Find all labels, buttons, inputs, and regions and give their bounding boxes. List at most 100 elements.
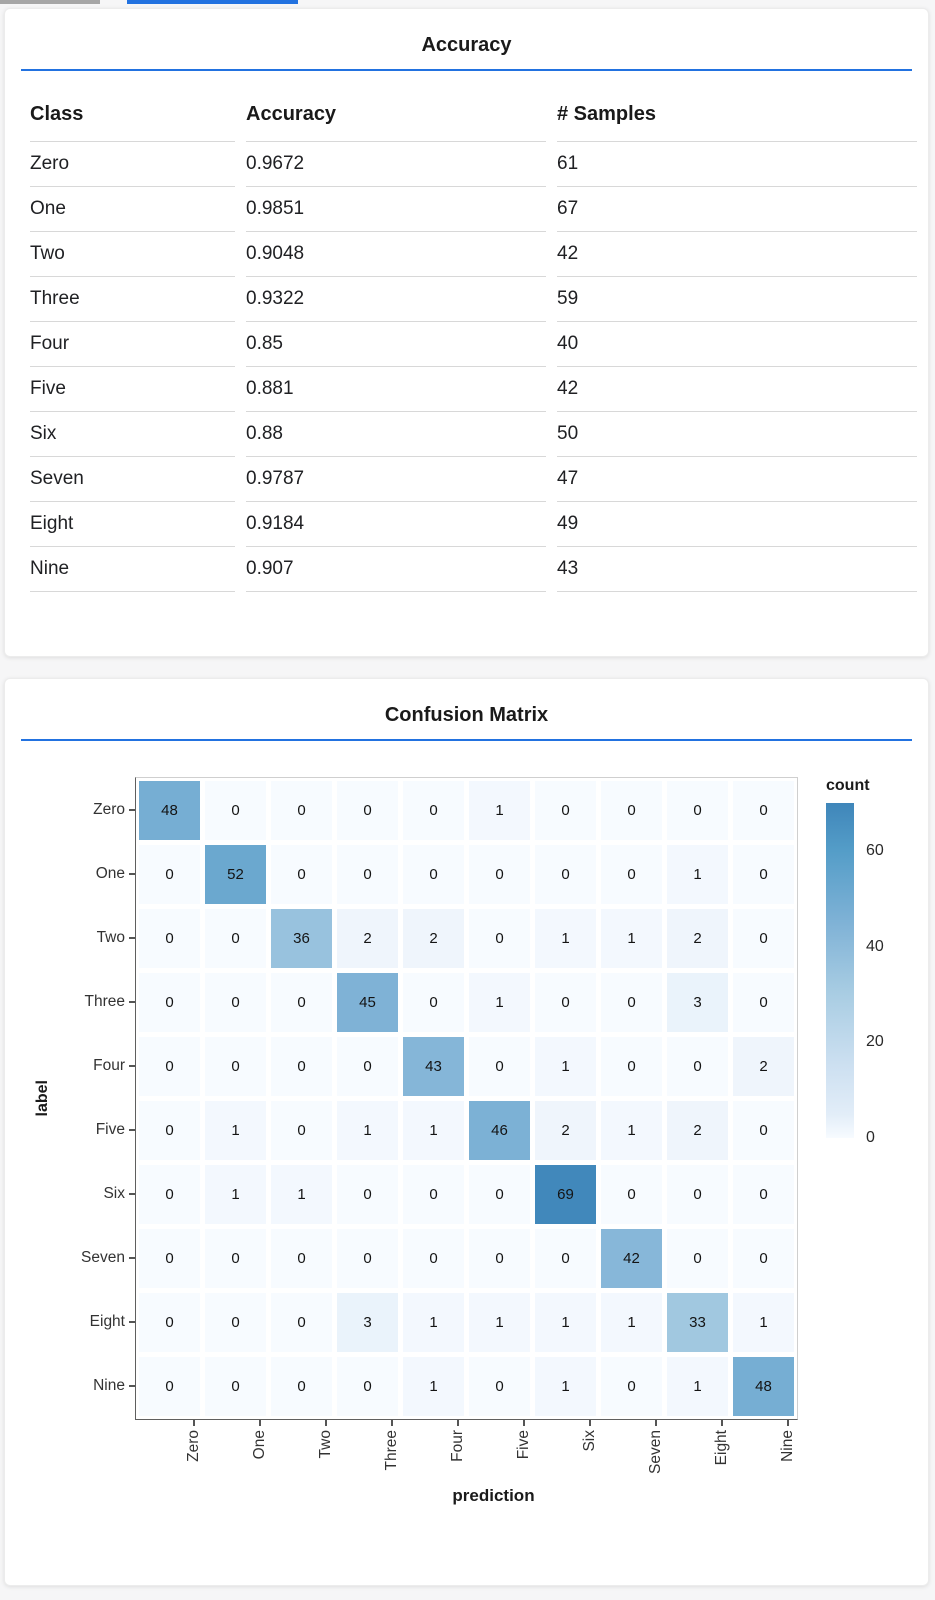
y-tick-mark (129, 808, 135, 811)
matrix-cell-Two-Five: 0 (469, 909, 530, 968)
class-cell: Nine (30, 547, 235, 592)
y-tick-mark (129, 936, 135, 939)
accuracy-table-row: Seven 0.9787 47 (30, 457, 917, 502)
matrix-cell-Nine-Four: 1 (403, 1357, 464, 1416)
matrix-cell-Nine-Eight: 1 (667, 1357, 728, 1416)
x-axis-title: prediction (452, 1485, 535, 1505)
matrix-cell-Five-Six: 2 (535, 1101, 596, 1160)
matrix-cell-Nine-Zero: 0 (139, 1357, 200, 1416)
confusion-matrix-chart: label Zero One Two Three Four Five Six Seven Eig… (31, 777, 928, 1506)
y-tick-label: Three (55, 972, 135, 1031)
y-tick-mark (129, 1064, 135, 1067)
matrix-cell-Nine-Six: 1 (535, 1357, 596, 1416)
matrix-cell-Zero-One: 0 (205, 781, 266, 840)
y-tick-label: Seven (55, 1228, 135, 1287)
y-tick-label: Five (55, 1100, 135, 1159)
x-tick-mark (523, 1420, 525, 1426)
matrix-cell-Five-Eight: 2 (667, 1101, 728, 1160)
legend-tick-label: 20 (866, 1033, 884, 1051)
matrix-cell-Seven-Six: 0 (535, 1229, 596, 1288)
x-tick-mark (457, 1420, 459, 1426)
matrix-cell-Seven-Two: 0 (271, 1229, 332, 1288)
matrix-cell-Five-Zero: 0 (139, 1101, 200, 1160)
matrix-cell-Six-One: 1 (205, 1165, 266, 1224)
x-tick-label: Seven (623, 1420, 689, 1474)
accuracy-cell: 0.881 (246, 367, 546, 412)
matrix-cell-Four-One: 0 (205, 1037, 266, 1096)
matrix-cell-Three-Seven: 0 (601, 973, 662, 1032)
legend-title: count (826, 777, 870, 794)
matrix-cell-Five-Seven: 1 (601, 1101, 662, 1160)
x-tick-label: Three (359, 1420, 425, 1474)
inactive-tab-underline (0, 0, 100, 4)
matrix-cell-One-Five: 0 (469, 845, 530, 904)
legend-tick-label: 40 (866, 937, 884, 955)
y-tick-label: One (55, 844, 135, 903)
matrix-cell-Two-Zero: 0 (139, 909, 200, 968)
matrix-cell-Four-Five: 0 (469, 1037, 530, 1096)
matrix-cell-Eight-One: 0 (205, 1293, 266, 1352)
samples-cell: 59 (557, 277, 917, 322)
matrix-cell-Eight-Zero: 0 (139, 1293, 200, 1352)
matrix-cell-Zero-Seven: 0 (601, 781, 662, 840)
accuracy-table-row: Four 0.85 40 (30, 322, 917, 367)
x-tick-mark (589, 1420, 591, 1426)
accuracy-cell: 0.907 (246, 547, 546, 592)
matrix-cell-Eight-Nine: 1 (733, 1293, 794, 1352)
x-tick-mark (259, 1420, 261, 1426)
accuracy-table-row: Zero 0.9672 61 (30, 142, 917, 187)
matrix-cell-Eight-Eight: 33 (667, 1293, 728, 1352)
x-tick-label: Five (491, 1420, 557, 1474)
matrix-cell-Three-One: 0 (205, 973, 266, 1032)
samples-cell: 42 (557, 232, 917, 277)
x-tick-mark (655, 1420, 657, 1426)
accuracy-panel-title: Accuracy (421, 34, 512, 56)
matrix-cell-Nine-Five: 0 (469, 1357, 530, 1416)
matrix-cell-Three-Nine: 0 (733, 973, 794, 1032)
accuracy-panel: Accuracy Class Accuracy # Samples Zero 0.… (4, 8, 929, 657)
class-cell: Six (30, 412, 235, 457)
accuracy-cell: 0.9787 (246, 457, 546, 502)
y-tick-label: Eight (55, 1292, 135, 1351)
accuracy-table-row: Eight 0.9184 49 (30, 502, 917, 547)
column-header-class: Class (30, 79, 235, 142)
accuracy-cell: 0.9048 (246, 232, 546, 277)
accuracy-table-row: Three 0.9322 59 (30, 277, 917, 322)
x-tick-mark (193, 1420, 195, 1426)
matrix-cell-Three-Two: 0 (271, 973, 332, 1032)
matrix-cell-Six-Seven: 0 (601, 1165, 662, 1224)
matrix-cell-Four-Seven: 0 (601, 1037, 662, 1096)
matrix-cell-Three-Four: 0 (403, 973, 464, 1032)
matrix-cell-Eight-Five: 1 (469, 1293, 530, 1352)
matrix-cell-Three-Eight: 3 (667, 973, 728, 1032)
matrix-cell-Zero-Six: 0 (535, 781, 596, 840)
matrix-cell-Six-Zero: 0 (139, 1165, 200, 1224)
accuracy-title-divider (21, 69, 912, 71)
y-axis-title: label (34, 1080, 51, 1117)
matrix-cell-Eight-Six: 1 (535, 1293, 596, 1352)
matrix-cell-Zero-Five: 1 (469, 781, 530, 840)
y-tick-mark (129, 1128, 135, 1131)
accuracy-table-row: Six 0.88 50 (30, 412, 917, 457)
heatmap-plot-area: 48 0 0 0 0 1 0 0 0 0 0 52 0 0 0 0 0 0 1 0 0 0 36 2 2 0 1 1 2 0 0 0 0 45 0 1… (135, 777, 798, 1420)
matrix-cell-One-Four: 0 (403, 845, 464, 904)
x-tick-label: Four (425, 1420, 491, 1474)
color-legend: count 0 20 40 60 (826, 777, 884, 1146)
matrix-cell-Nine-Two: 0 (271, 1357, 332, 1416)
accuracy-cell: 0.9184 (246, 502, 546, 547)
matrix-cell-Five-Five: 46 (469, 1101, 530, 1160)
matrix-cell-Eight-Three: 3 (337, 1293, 398, 1352)
samples-cell: 47 (557, 457, 917, 502)
accuracy-cell: 0.9851 (246, 187, 546, 232)
y-tick-label: Zero (55, 780, 135, 839)
matrix-cell-Four-Eight: 0 (667, 1037, 728, 1096)
x-tick-mark (325, 1420, 327, 1426)
matrix-cell-Three-Zero: 0 (139, 973, 200, 1032)
confusion-matrix-panel: Confusion Matrix label Zero One Two Three Fo… (4, 678, 929, 1586)
matrix-cell-One-Nine: 0 (733, 845, 794, 904)
samples-cell: 67 (557, 187, 917, 232)
x-tick-mark (721, 1420, 723, 1426)
matrix-cell-Six-Two: 1 (271, 1165, 332, 1224)
x-axis-tick-labels: Zero One Two Three Four Five Six Seven Eight Nine (161, 1420, 928, 1474)
class-cell: One (30, 187, 235, 232)
